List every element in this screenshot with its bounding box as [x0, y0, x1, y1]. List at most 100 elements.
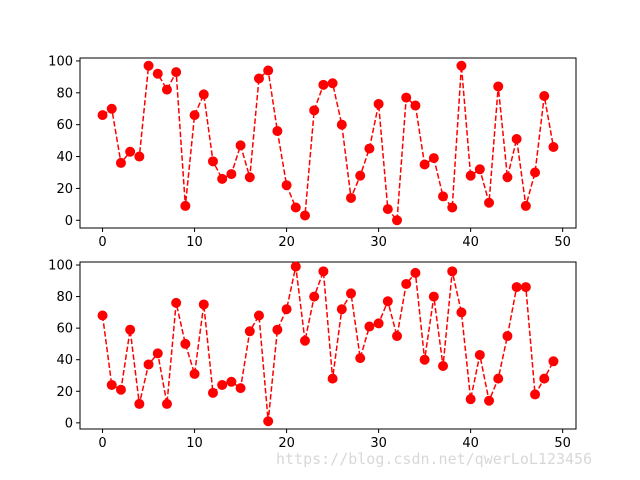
data-point [438, 361, 449, 372]
data-point [125, 146, 136, 157]
data-point [401, 92, 412, 103]
data-point [456, 307, 467, 318]
data-point [419, 159, 430, 170]
data-point [272, 324, 283, 335]
x-tick-label: 40 [462, 235, 479, 250]
data-point [484, 395, 495, 406]
data-point [465, 394, 476, 405]
y-tick-label: 80 [56, 290, 73, 305]
data-point [143, 60, 154, 71]
data-point [502, 331, 513, 342]
data-point [373, 98, 384, 109]
data-point [106, 379, 117, 390]
data-point [493, 373, 504, 384]
data-point [134, 398, 145, 409]
y-tick-label: 0 [65, 416, 73, 431]
data-point [189, 110, 200, 121]
x-tick-label: 50 [554, 235, 571, 250]
data-point [244, 172, 255, 183]
data-point [548, 141, 559, 152]
y-tick-label: 0 [65, 214, 73, 229]
data-point [438, 191, 449, 202]
data-point [456, 60, 467, 71]
data-point [281, 304, 292, 315]
x-tick-label: 0 [98, 436, 106, 451]
data-point [364, 143, 375, 154]
y-tick-label: 60 [56, 118, 73, 133]
data-point [299, 335, 310, 346]
data-point [290, 202, 301, 213]
data-point [115, 384, 126, 395]
y-tick-label: 20 [56, 385, 73, 400]
data-point [299, 210, 310, 221]
series-line [101, 266, 555, 422]
data-point [106, 103, 117, 114]
data-point [217, 379, 228, 390]
bottom-subplot: 0 10 20 30 40 50 0 20 40 60 80 100 [48, 258, 577, 451]
data-point [539, 373, 550, 384]
data-point [382, 296, 393, 307]
data-point [161, 84, 172, 95]
y-tick-label: 40 [56, 150, 73, 165]
data-point [346, 288, 357, 299]
data-point [548, 356, 559, 367]
data-point [355, 353, 366, 364]
watermark-text: https://blog.csdn.net/qwerLoL123456 [276, 450, 593, 468]
data-point [207, 156, 218, 167]
x-tick-label: 20 [278, 436, 295, 451]
data-point [318, 79, 329, 90]
data-point [125, 324, 136, 335]
data-point [336, 119, 347, 130]
data-point [318, 266, 329, 277]
data-point [484, 197, 495, 208]
y-tick-label: 80 [56, 86, 73, 101]
data-point [217, 173, 228, 184]
data-point [97, 310, 108, 321]
data-point [410, 267, 421, 278]
data-point [428, 153, 439, 164]
data-point [189, 368, 200, 379]
data-point [502, 172, 513, 183]
data-point [447, 266, 458, 277]
data-point [373, 318, 384, 329]
data-point [171, 297, 182, 308]
data-point [134, 151, 145, 162]
x-tick-label: 10 [186, 235, 203, 250]
axes-frame [79, 261, 577, 430]
y-tick-label: 40 [56, 353, 73, 368]
data-point [235, 140, 246, 151]
data-point [382, 204, 393, 215]
data-point [143, 359, 154, 370]
x-tick-label: 20 [278, 235, 295, 250]
data-point [198, 89, 209, 100]
data-point [520, 200, 531, 211]
data-point [161, 398, 172, 409]
data-point [180, 200, 191, 211]
data-point [327, 78, 338, 89]
data-point [198, 299, 209, 310]
data-point [253, 310, 264, 321]
data-point [152, 68, 163, 79]
data-point [263, 65, 274, 76]
x-tick-label: 50 [554, 436, 571, 451]
data-point [364, 321, 375, 332]
data-point [180, 338, 191, 349]
data-point [530, 167, 541, 178]
y-tick-label: 20 [56, 182, 73, 197]
data-point [327, 373, 338, 384]
data-point [511, 134, 522, 145]
data-point [115, 157, 126, 168]
data-point [520, 282, 531, 293]
x-tick-label: 30 [370, 235, 387, 250]
data-point [244, 326, 255, 337]
x-tick-label: 40 [462, 436, 479, 451]
data-point [272, 126, 283, 137]
data-point [392, 331, 403, 342]
data-point [474, 349, 485, 360]
axes-frame [79, 57, 577, 229]
data-point [152, 348, 163, 359]
x-tick-label: 10 [186, 436, 203, 451]
data-point [447, 202, 458, 213]
